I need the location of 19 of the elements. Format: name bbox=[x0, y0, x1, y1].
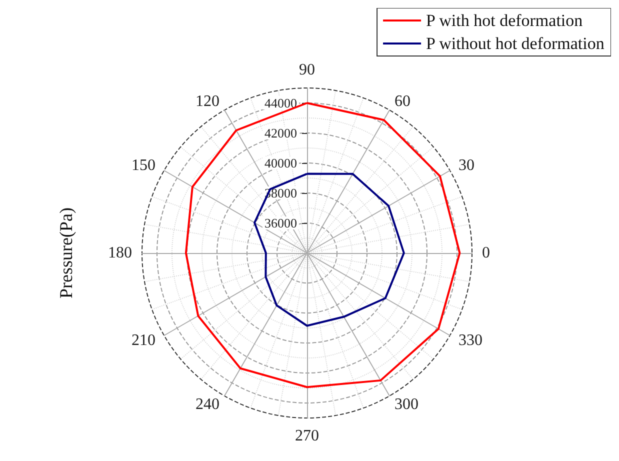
spoke-label: 150 bbox=[131, 157, 156, 174]
spoke-label: 240 bbox=[196, 396, 220, 414]
spoke-label: 60 bbox=[394, 92, 410, 110]
legend-label: P with hot deformation bbox=[426, 11, 584, 30]
spoke-label: 270 bbox=[295, 428, 319, 444]
legend-label: P without hot deformation bbox=[426, 34, 605, 53]
spoke-label: 330 bbox=[458, 332, 483, 349]
text: Pressure(Pa) bbox=[56, 208, 76, 298]
spoke-label: 30 bbox=[458, 157, 475, 174]
y-tick-label: 44000 bbox=[264, 96, 297, 110]
spoke-label: 300 bbox=[394, 396, 418, 414]
spoke-label: 90 bbox=[299, 62, 315, 78]
spoke-label: 120 bbox=[196, 92, 220, 110]
spoke-label: 180 bbox=[108, 244, 132, 262]
spoke-label: 210 bbox=[131, 332, 156, 349]
y-tick-label: 42000 bbox=[264, 126, 297, 140]
y-tick-label: 40000 bbox=[264, 156, 297, 170]
spoke-label: 0 bbox=[482, 244, 490, 262]
y-tick-label: 36000 bbox=[264, 216, 297, 230]
